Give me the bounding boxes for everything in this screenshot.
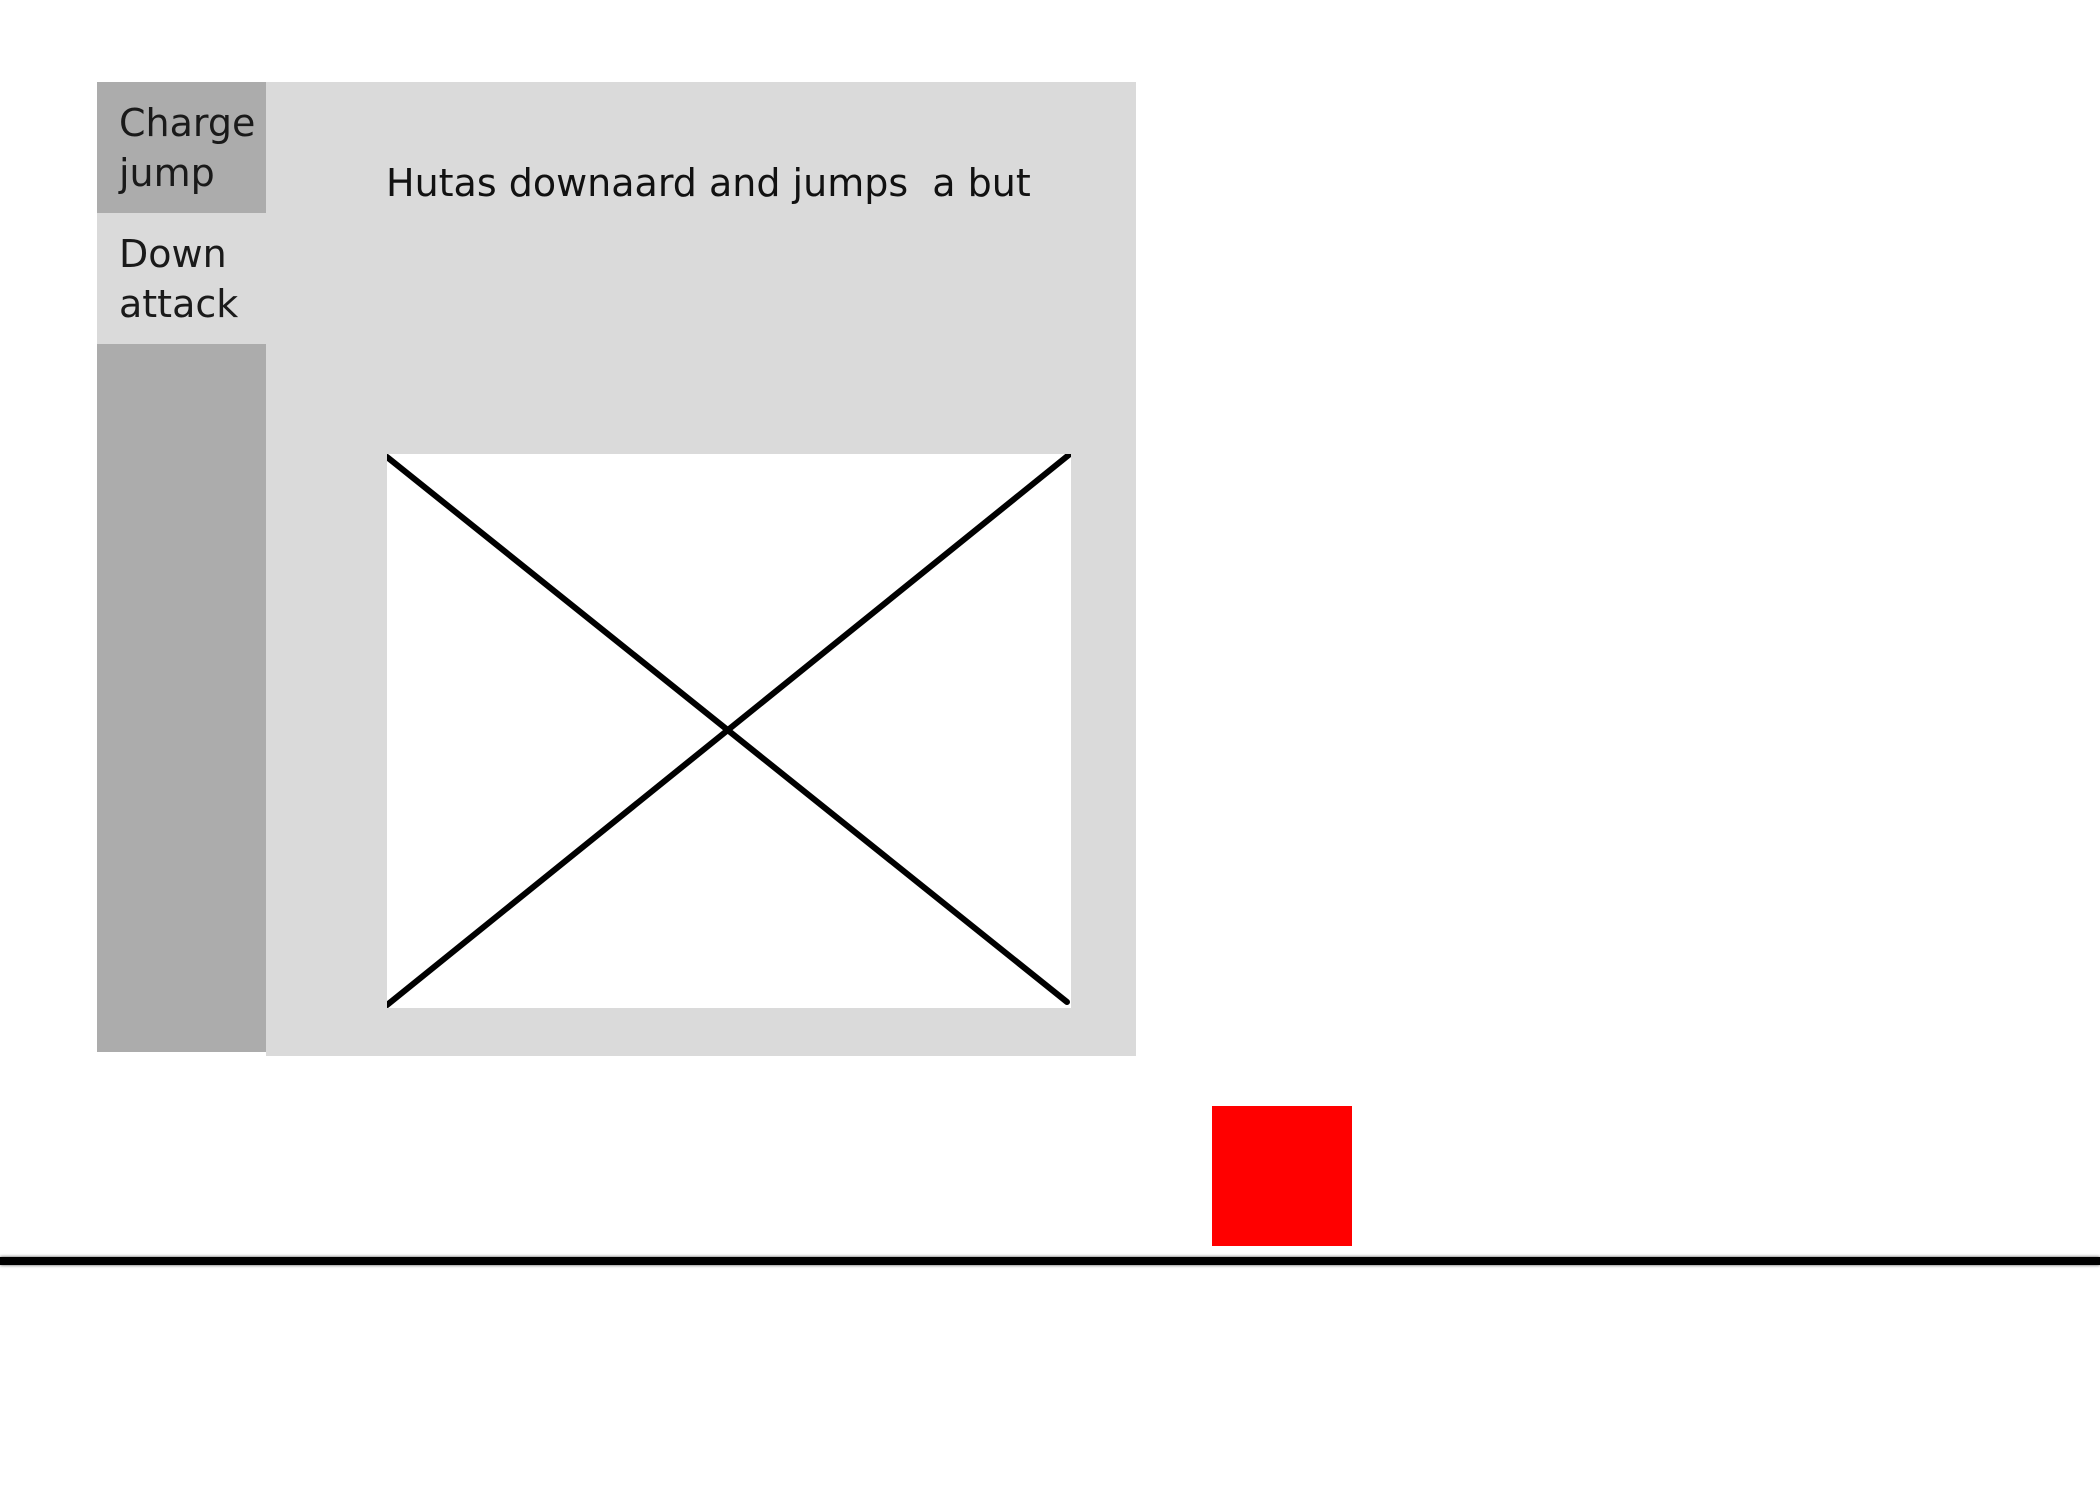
move-detail-panel: Hutas downaard and jumps a but — [266, 82, 1136, 1056]
move-preview-image — [387, 454, 1071, 1008]
tab-down-attack-label: Down attack — [119, 232, 239, 326]
move-tab-sidebar: Charge jump Down attack — [97, 82, 266, 1052]
image-placeholder-icon — [387, 454, 1071, 1008]
ground-line — [0, 1257, 2100, 1265]
tab-charge-jump-label: Charge jump — [119, 101, 256, 195]
tab-charge-jump[interactable]: Charge jump — [97, 82, 266, 213]
move-description: Hutas downaard and jumps a but — [386, 161, 1031, 205]
tab-down-attack[interactable]: Down attack — [97, 213, 266, 344]
red-block-character — [1212, 1106, 1352, 1246]
placeholder-line-b — [387, 454, 1071, 1008]
